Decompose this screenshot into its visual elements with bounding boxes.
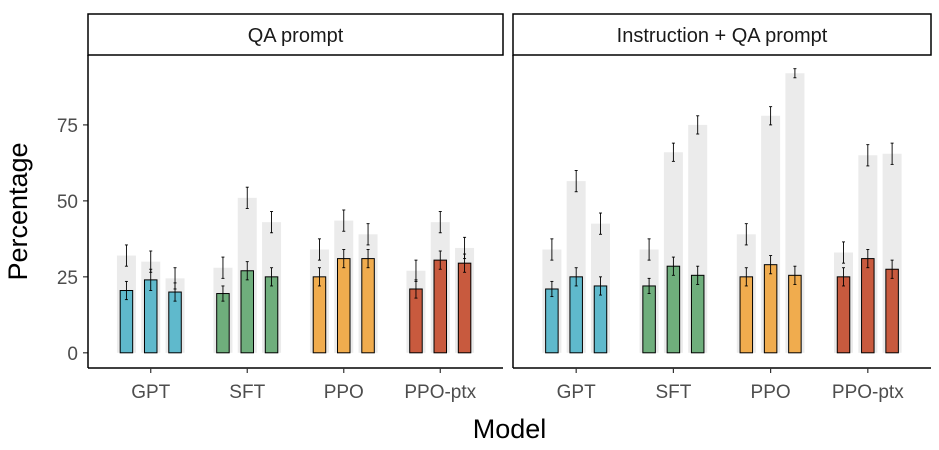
bar: [457, 262, 472, 354]
bar: [409, 288, 423, 354]
x-tick-label: SFT: [655, 382, 691, 403]
x-tick-label: SFT: [229, 382, 265, 403]
bar: [739, 276, 754, 354]
bar: [593, 285, 608, 354]
bar: [788, 274, 802, 354]
y-tick-label: 0: [67, 344, 78, 365]
y-axis-title: Percentage: [3, 142, 33, 280]
bar: [642, 285, 656, 354]
bar: [361, 258, 375, 354]
x-tick-label: PPO: [751, 382, 791, 403]
x-tick-label: GPT: [557, 382, 596, 403]
y-tick-label: 25: [57, 268, 78, 289]
bar: [690, 274, 705, 354]
panel-title: QA prompt: [248, 25, 344, 47]
bar: [836, 276, 851, 354]
x-tick-label: PPO: [324, 382, 364, 403]
bar: [545, 288, 559, 354]
x-tick-label: PPO-ptx: [832, 382, 904, 403]
bar: [312, 276, 327, 354]
bar: [264, 276, 279, 354]
bar: [666, 265, 681, 354]
y-tick-label: 50: [57, 192, 78, 213]
bar: [433, 259, 448, 354]
panel-title: Instruction + QA prompt: [617, 25, 828, 47]
bar: [763, 264, 778, 354]
bar: [337, 258, 351, 354]
x-tick-label: GPT: [131, 382, 170, 403]
bar: [240, 270, 254, 354]
panel-strip: [87, 13, 504, 56]
bar: [569, 276, 583, 354]
x-axis-title: Model: [473, 414, 547, 444]
bar: [216, 293, 230, 354]
bar: [861, 258, 875, 354]
x-tick-label: PPO-ptx: [404, 382, 476, 403]
bar: [885, 268, 899, 354]
panel-strip: [512, 13, 932, 56]
y-tick-label: 75: [57, 116, 78, 137]
